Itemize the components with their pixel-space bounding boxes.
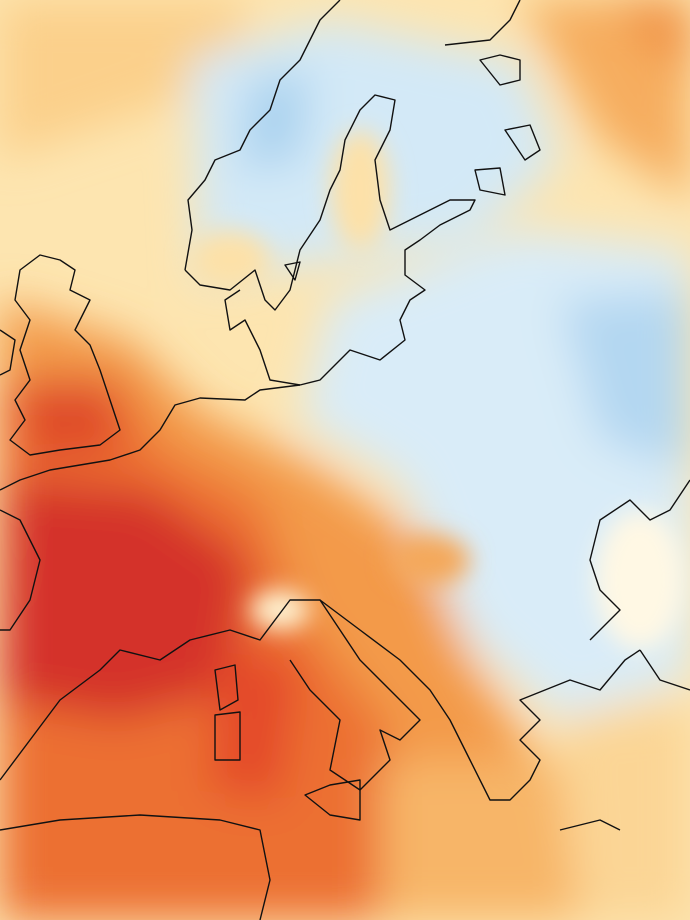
very-hot-area <box>20 380 120 460</box>
white-sea-coast <box>444 0 521 86</box>
lakes <box>284 124 541 281</box>
warm-area <box>0 0 250 160</box>
mild-spot <box>250 590 310 630</box>
warm-area <box>520 0 690 200</box>
color-detail <box>190 130 685 650</box>
mild-area <box>560 700 690 920</box>
denmark-coast <box>224 289 301 386</box>
africa-coast <box>0 814 271 920</box>
cold-area <box>560 290 690 470</box>
warm-area <box>380 760 580 920</box>
mild-spot <box>595 510 685 650</box>
ireland-coast <box>0 329 16 376</box>
very-hot-area <box>210 650 300 800</box>
anatolia-coast <box>559 649 690 831</box>
france-atlantic-coast <box>0 509 41 631</box>
sicily <box>304 779 361 821</box>
britain-coast <box>9 254 121 456</box>
baltic-coast <box>184 94 476 386</box>
black-sea-coast <box>589 479 690 641</box>
corsica-sardinia <box>214 664 241 761</box>
north-sea-coast <box>0 384 301 491</box>
warm-spot <box>390 535 470 585</box>
warm-spot <box>190 230 270 290</box>
hot-area <box>610 0 690 80</box>
very-hot-area <box>0 480 250 720</box>
norway-coast <box>184 0 341 271</box>
balkan-coast <box>319 599 641 801</box>
mediterranean-coast <box>0 599 421 791</box>
cold-area <box>240 70 310 170</box>
